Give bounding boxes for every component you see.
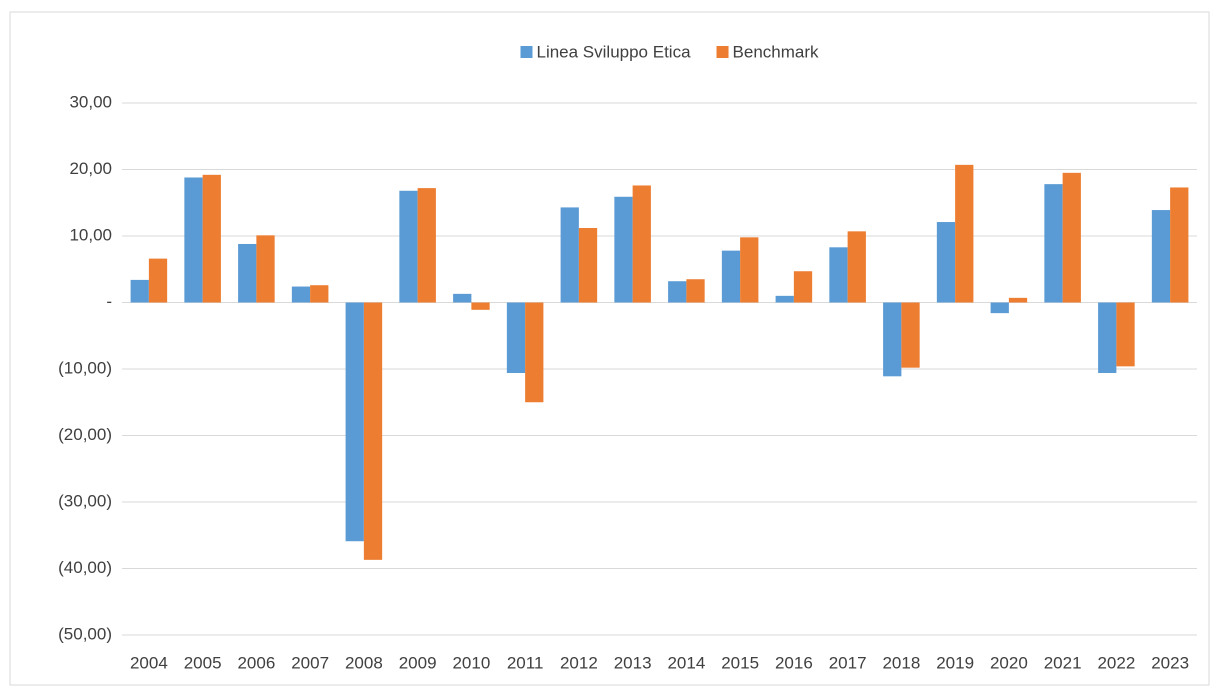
y-tick-label: - (106, 292, 112, 311)
bar (614, 196, 633, 303)
x-tick-label: 2006 (237, 653, 275, 672)
bar (793, 271, 813, 303)
x-tick-label: 2008 (345, 653, 383, 672)
bar (148, 258, 168, 303)
bar (202, 174, 221, 303)
x-tick-label: 2018 (882, 653, 920, 672)
legend-label: Benchmark (733, 42, 819, 61)
legend-item: Benchmark (716, 42, 819, 61)
y-tick-label: (30,00) (58, 491, 112, 510)
bar (901, 302, 920, 368)
y-tick-label: 20,00 (69, 159, 112, 178)
x-tick-label: 2022 (1097, 653, 1135, 672)
chart-frame (9, 11, 1210, 686)
bar (883, 302, 902, 377)
bar (363, 302, 383, 560)
x-tick-label: 2021 (1044, 653, 1082, 672)
x-tick-label: 2020 (990, 653, 1028, 672)
x-tick-label: 2017 (829, 653, 867, 672)
bar (686, 279, 705, 303)
bar (256, 235, 275, 303)
bar (310, 285, 329, 303)
bar (345, 302, 364, 542)
bar (399, 190, 418, 303)
bar (471, 302, 490, 310)
x-tick-label: 2011 (507, 653, 544, 672)
x-tick-label: 2015 (721, 653, 759, 672)
bar (506, 302, 526, 373)
y-tick-label: (20,00) (58, 425, 112, 444)
bar (829, 247, 848, 303)
bar (1008, 297, 1028, 303)
bar (990, 302, 1009, 314)
bar (1062, 172, 1081, 303)
x-tick-label: 2013 (614, 653, 652, 672)
x-tick-label: 2009 (399, 653, 437, 672)
bar (1116, 302, 1135, 367)
x-tick-label: 2012 (560, 653, 598, 672)
y-tick-label: (40,00) (58, 558, 112, 577)
bar (721, 250, 741, 303)
bar (1044, 184, 1063, 303)
bar (291, 286, 311, 303)
bar (955, 164, 974, 303)
legend-label: Linea Sviluppo Etica (536, 42, 691, 61)
y-tick-label: (50,00) (58, 624, 112, 643)
bar (238, 243, 257, 303)
y-tick-label: (10,00) (58, 358, 112, 377)
bar (417, 188, 436, 303)
bar (847, 231, 866, 303)
bar (1151, 210, 1171, 303)
x-tick-label: 2019 (936, 653, 974, 672)
x-tick-label: 2010 (452, 653, 490, 672)
bar (578, 228, 598, 303)
bar (525, 302, 544, 403)
bar (130, 279, 149, 303)
bar (740, 237, 759, 303)
bar (775, 295, 794, 303)
bar (936, 222, 956, 303)
bar (184, 177, 203, 303)
bar (560, 207, 579, 303)
bar (1170, 187, 1189, 303)
y-tick-label: 30,00 (69, 92, 112, 111)
legend-swatch (520, 46, 533, 58)
x-tick-label: 2023 (1151, 653, 1189, 672)
x-tick-label: 2004 (130, 653, 168, 672)
legend-item: Linea Sviluppo Etica (520, 42, 691, 61)
x-tick-label: 2005 (184, 653, 222, 672)
bar (1098, 302, 1117, 373)
bar (632, 185, 651, 303)
x-tick-label: 2007 (291, 653, 329, 672)
x-tick-label: 2016 (775, 653, 813, 672)
bar (453, 293, 472, 303)
legend-swatch (716, 46, 729, 58)
bar (668, 281, 687, 303)
x-tick-label: 2014 (667, 653, 705, 672)
y-tick-label: 10,00 (69, 225, 112, 244)
